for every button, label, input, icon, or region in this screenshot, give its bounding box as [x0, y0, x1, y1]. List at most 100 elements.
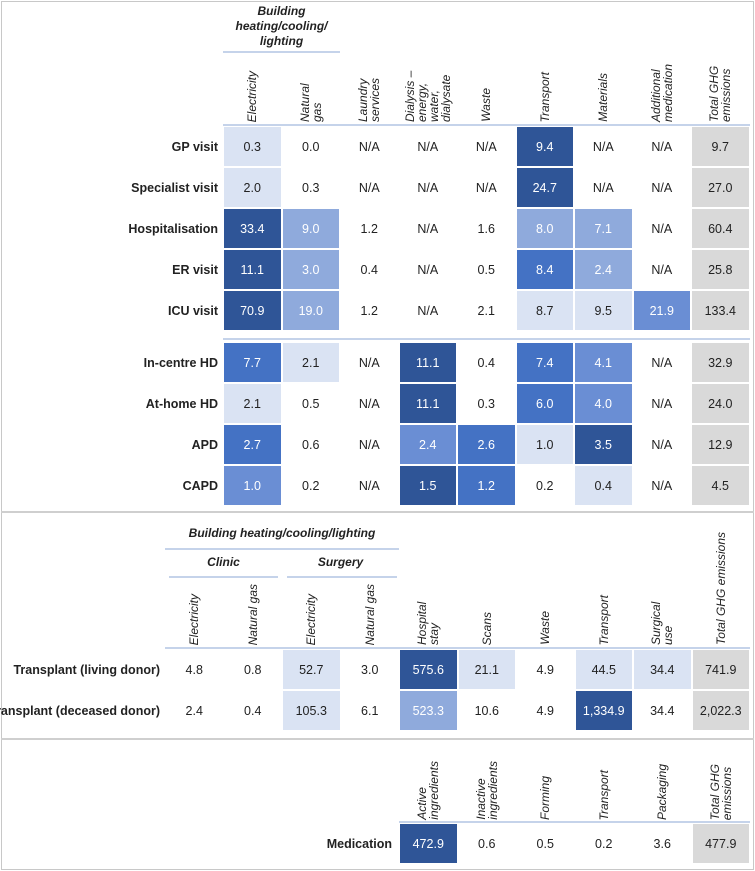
row-label: At-home HD: [145, 396, 218, 411]
heatmap-cell: 4.1: [574, 342, 633, 383]
column-header-label: Surgical use: [649, 601, 676, 645]
total-cell: 32.9: [691, 342, 750, 383]
total-cell: 12.9: [691, 424, 750, 465]
heatmap-cell: 1.0: [515, 424, 574, 465]
total-cell: 741.9: [691, 649, 750, 690]
heatmap-cell: 70.9: [223, 290, 282, 331]
heatmap-cell: 0.6: [457, 823, 516, 864]
heatmap-cell: 2.1: [457, 290, 516, 331]
heatmap-cell: 2.7: [223, 424, 282, 465]
column-header-label: Additional medication: [648, 63, 675, 122]
column-header: Total GHG emissions: [691, 12, 750, 122]
heatmap-cell: 6.0: [515, 383, 574, 424]
heatmap-cell: 44.5: [574, 649, 633, 690]
heatmap-cell: 2.1: [281, 342, 340, 383]
column-header-label: Natural gas: [362, 583, 377, 645]
heatmap-cell: 0.3: [223, 126, 282, 167]
column-header: Electricity: [223, 62, 282, 122]
heatmap-cell: 24.7: [515, 167, 574, 208]
total-cell: 4.5: [691, 465, 750, 506]
heatmap-cell: N/A: [457, 126, 516, 167]
group-divider: [223, 338, 750, 340]
heatmap-cell: 21.1: [457, 649, 516, 690]
column-header: Electricity: [165, 582, 224, 645]
panel-separator: [1, 511, 754, 513]
column-header: Active ingredients: [399, 748, 458, 820]
heatmap-cell: 1,334.9: [574, 690, 633, 731]
heatmap-cell: 2.4: [398, 424, 457, 465]
row-label: Medication: [326, 836, 392, 851]
column-header-label: Electricity: [245, 70, 260, 122]
heatmap-cell: N/A: [632, 126, 691, 167]
heatmap-cell: 21.9: [632, 290, 691, 331]
column-header: Additional medication: [633, 62, 692, 122]
column-header-label: Transport: [596, 769, 611, 820]
heatmap-cell: 10.6: [457, 690, 516, 731]
heatmap-cell: 0.8: [223, 649, 282, 690]
heatmap-cell: 472.9: [399, 823, 458, 864]
heatmap-cell: 0.6: [281, 424, 340, 465]
total-cell: 477.9: [691, 823, 750, 864]
group-header-building: Building heating/cooling/ lighting: [235, 4, 328, 48]
group-header-building: Building heating/cooling/lighting: [188, 526, 376, 540]
heatmap-cell: 4.8: [165, 649, 224, 690]
heatmap-cell: 1.2: [340, 208, 399, 249]
column-header-label: Materials: [596, 73, 611, 122]
column-header: Materials: [574, 62, 633, 122]
heatmap-cell: 52.7: [282, 649, 341, 690]
total-cell: 25.8: [691, 249, 750, 290]
heatmap-cell: N/A: [632, 465, 691, 506]
heatmap-cell: 3.0: [340, 649, 399, 690]
subgroup-header-surgery: Surgery: [317, 555, 364, 569]
column-header: Total GHG emissions: [692, 748, 751, 820]
heatmap-cell: N/A: [398, 167, 457, 208]
heatmap-cell: 0.4: [340, 249, 399, 290]
heatmap-cell: 6.1: [340, 690, 399, 731]
heatmap-cell: 0.4: [574, 465, 633, 506]
row-label: Hospitalisation: [128, 221, 218, 236]
column-header-label: Inactive ingredients: [473, 761, 500, 820]
column-header: Hospital stay: [399, 582, 458, 645]
column-header: Scans: [458, 582, 517, 645]
heatmap-cell: 575.6: [399, 649, 458, 690]
heatmap-cell: 0.5: [516, 823, 575, 864]
column-header: Inactive ingredients: [458, 748, 517, 820]
heatmap-cell: N/A: [340, 167, 399, 208]
column-header-label: Electricity: [304, 593, 319, 645]
heatmap-cell: 3.5: [574, 424, 633, 465]
heatmap-cell: N/A: [632, 208, 691, 249]
heatmap-cell: N/A: [340, 424, 399, 465]
total-cell: 9.7: [691, 126, 750, 167]
column-header: Total GHG emissions: [692, 532, 751, 645]
column-header-label: Natural gas: [297, 83, 324, 122]
heatmap-cell: 0.4: [223, 690, 282, 731]
row-label: ER visit: [172, 262, 218, 277]
heatmap-cell: N/A: [632, 383, 691, 424]
heatmap-cell: 1.0: [223, 465, 282, 506]
row-label: Specialist visit: [131, 180, 218, 195]
heatmap-cell: 1.2: [340, 290, 399, 331]
column-header: Surgical use: [633, 582, 692, 645]
heatmap-cell: N/A: [632, 424, 691, 465]
heatmap-cell: 3.6: [633, 823, 692, 864]
total-cell: 2,022.3: [691, 690, 750, 731]
column-header: Waste: [457, 62, 516, 122]
group-underline: [165, 548, 399, 550]
header-rule: [165, 647, 750, 649]
heatmap-cell: 34.4: [633, 690, 692, 731]
heatmap-cell: 8.7: [515, 290, 574, 331]
heatmap-cell: 7.4: [515, 342, 574, 383]
heatmap-cell: 4.0: [574, 383, 633, 424]
heatmap-cell: N/A: [632, 167, 691, 208]
heatmap-cell: 2.4: [574, 249, 633, 290]
heatmap-cell: 1.6: [457, 208, 516, 249]
heatmap-cell: N/A: [340, 465, 399, 506]
heatmap-cell: N/A: [574, 126, 633, 167]
column-header-label: Total GHG emissions: [707, 65, 734, 122]
column-header-label: Total GHG emissions: [713, 532, 728, 645]
column-header: Transport: [575, 582, 634, 645]
row-label: Transplant (deceased donor): [0, 703, 160, 718]
column-header: Electricity: [282, 582, 341, 645]
row-label: ICU visit: [167, 303, 218, 318]
